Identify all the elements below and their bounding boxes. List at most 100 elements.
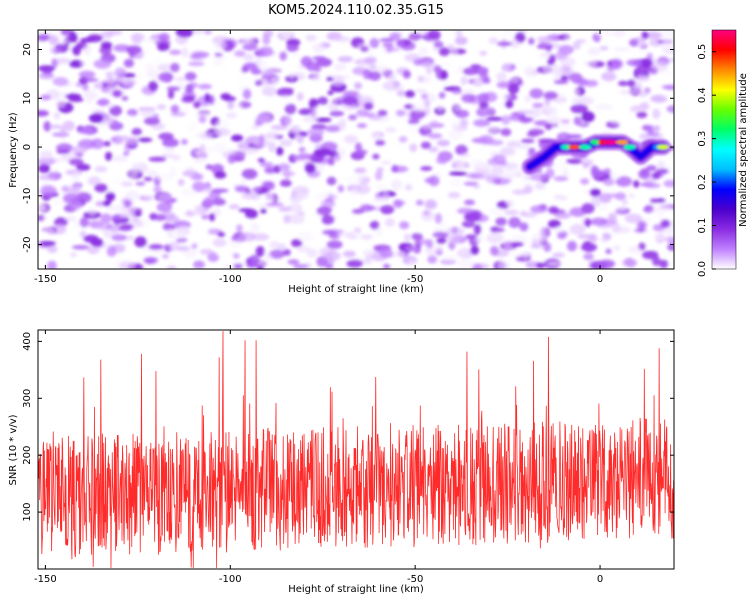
noise-blob [591,197,601,207]
noise-blob [605,231,623,236]
noise-blob [640,217,653,222]
noise-blob [661,251,674,259]
noise-blob [356,93,366,99]
noise-blob [163,72,173,83]
noise-blob [600,30,613,40]
noise-blob [402,70,411,79]
noise-blob [179,118,195,127]
noise-blob [123,115,137,122]
noise-blob [257,59,267,70]
noise-blob [221,193,232,200]
noise-blob [351,187,359,198]
noise-blob [42,69,53,74]
noise-blob [462,67,478,76]
noise-blob [286,124,303,134]
noise-blob [87,246,100,255]
noise-blob [181,138,188,145]
noise-blob [447,191,461,199]
noise-blob [122,78,137,87]
noise-blob [407,119,420,125]
noise-blob [363,112,375,117]
noise-blob [528,37,535,45]
noise-blob [236,76,249,82]
noise-blob [552,252,565,258]
x-tick-label: 0 [597,574,603,585]
noise-blob [374,184,388,190]
noise-blob [71,245,90,250]
noise-blob [603,178,615,186]
noise-blob [629,106,642,113]
noise-blob [133,162,141,169]
noise-blob [134,236,147,248]
noise-blob [196,239,204,246]
noise-blob [608,212,618,221]
noise-blob [560,182,578,192]
noise-blob [54,97,66,108]
noise-blob [391,164,399,173]
noise-blob [601,38,614,47]
noise-blob [599,192,612,204]
noise-blob [185,84,194,94]
noise-blob [326,240,343,250]
noise-blob [470,64,482,69]
noise-blob [289,194,303,203]
noise-blob [169,49,182,55]
noise-blob [595,103,613,110]
y-tick-label: 0 [22,144,33,150]
noise-blob [192,51,210,58]
noise-blob [560,75,569,81]
noise-blob [158,32,170,43]
noise-blob [382,263,391,269]
noise-blob [621,199,629,206]
noise-blob [144,62,155,72]
noise-blob [529,88,544,99]
noise-blob [291,239,303,248]
noise-blob [114,67,127,79]
noise-blob [603,168,612,175]
noise-blob [128,168,138,179]
noise-blob [474,236,484,243]
noise-blob [365,205,376,211]
noise-blob [389,32,401,41]
noise-blob [658,229,674,234]
noise-blob [38,33,50,42]
noise-blob [187,61,205,66]
noise-blob [662,35,674,46]
noise-blob [39,227,55,238]
noise-blob [109,105,122,117]
noise-blob [343,250,356,258]
noise-blob [506,140,521,148]
noise-blob [105,84,120,91]
noise-blob [519,210,527,217]
noise-blob [242,43,258,51]
noise-blob [418,46,429,55]
noise-blob [241,66,249,73]
noise-blob [628,193,635,199]
noise-blob [199,248,214,255]
noise-blob [517,109,533,116]
noise-blob [610,118,629,125]
noise-blob [500,128,512,137]
noise-blob [492,154,507,163]
noise-blob [120,203,137,214]
noise-blob [573,116,582,126]
noise-blob [345,174,361,185]
noise-blob [52,77,69,86]
noise-blob [427,30,441,41]
snr-series-line [38,331,674,568]
noise-blob [82,78,99,82]
noise-blob [452,70,466,75]
noise-blob [148,80,159,92]
noise-blob [240,177,247,188]
noise-blob [502,62,512,72]
noise-blob [657,210,664,222]
noise-blob [119,135,130,141]
noise-blob [409,143,418,152]
noise-blob [80,37,95,43]
snr-plot-area [38,330,674,569]
noise-blob [452,30,464,37]
noise-blob [166,86,181,92]
noise-blob [246,261,258,268]
noise-blob [304,163,316,174]
noise-blob [203,146,214,154]
